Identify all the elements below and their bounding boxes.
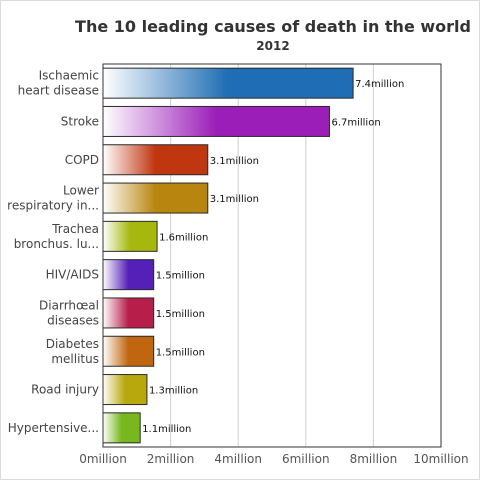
data-label: 1.5million <box>156 347 205 358</box>
category-label: Diarrhœal <box>39 298 99 312</box>
bars-group <box>102 67 354 444</box>
bar <box>102 412 141 444</box>
bar <box>102 259 155 291</box>
x-tick-label: 4million <box>214 452 262 466</box>
data-label: 1.3million <box>149 386 198 397</box>
data-label: 1.5million <box>156 271 205 282</box>
data-label: 6.7million <box>331 117 380 128</box>
category-label: HIV/AIDS <box>46 268 99 282</box>
category-label: bronchus. lu... <box>14 237 99 251</box>
chart-title: The 10 leading causes of death in the wo… <box>75 17 471 36</box>
data-label: 3.1million <box>210 156 259 167</box>
x-tick-label: 0million <box>79 452 127 466</box>
data-label: 1.5million <box>156 309 205 320</box>
category-label: Diabetes <box>46 337 99 351</box>
bar <box>102 374 148 406</box>
category-label: Lower <box>63 184 99 198</box>
bar <box>102 182 209 214</box>
x-tick-label: 2million <box>147 452 195 466</box>
category-label: Ischaemic <box>39 69 99 83</box>
data-label: 1.1million <box>142 424 191 435</box>
bar <box>102 144 209 176</box>
category-label: Stroke <box>61 114 99 128</box>
bar <box>102 297 155 329</box>
chart-subtitle: 2012 <box>256 39 289 53</box>
plot-area-frame <box>102 63 442 448</box>
bar <box>102 67 354 99</box>
category-label: Hypertensive... <box>8 421 99 435</box>
category-label: diseases <box>47 313 99 327</box>
data-label: 7.4million <box>355 79 404 90</box>
bar <box>102 105 330 137</box>
category-label: heart disease <box>18 84 99 98</box>
x-tick-label: 6million <box>282 452 330 466</box>
category-label: Road injury <box>31 383 99 397</box>
category-label: respiratory in... <box>7 199 99 213</box>
category-label: Trachea <box>51 222 99 236</box>
data-label: 3.1million <box>210 194 259 205</box>
x-tick-label: 10million <box>413 452 468 466</box>
bar <box>102 220 158 252</box>
data-label: 1.6million <box>159 232 208 243</box>
data-labels: 7.4million 6.7million 3.1million 3.1million… <box>142 79 404 435</box>
category-label: mellitus <box>51 352 99 366</box>
bar <box>102 335 155 367</box>
x-axis-ticks: 0million 2million 4million 6million 8million… <box>79 452 468 466</box>
x-tick-label: 8million <box>350 452 398 466</box>
category-label: COPD <box>65 153 99 167</box>
